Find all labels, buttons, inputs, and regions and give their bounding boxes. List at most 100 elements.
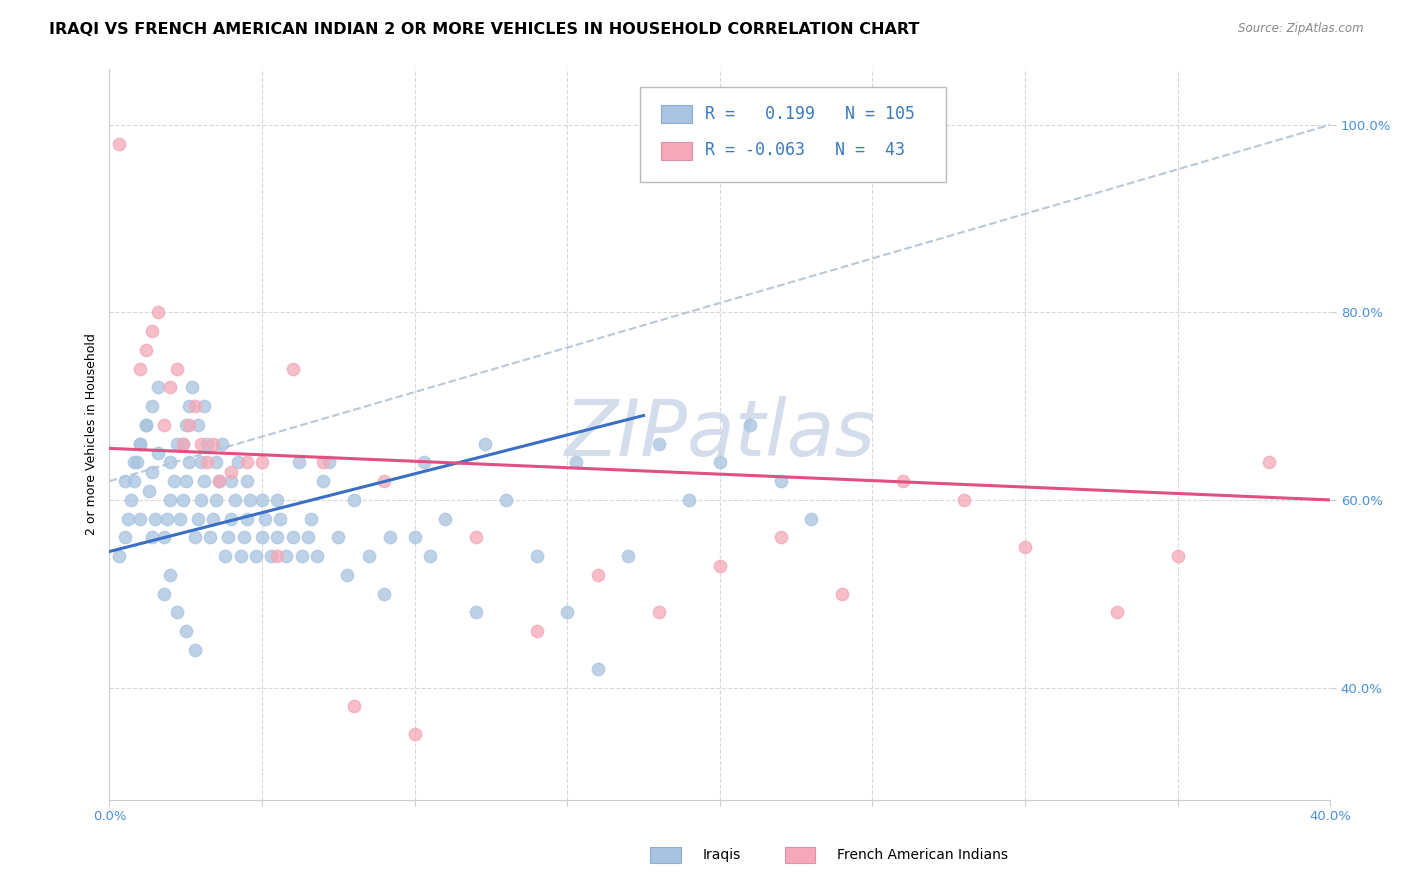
- Point: [174, 624, 197, 639]
- Y-axis label: 2 or more Vehicles in Household: 2 or more Vehicles in Household: [86, 334, 98, 535]
- Point: [526, 549, 548, 564]
- Point: [202, 512, 225, 526]
- Point: [198, 531, 221, 545]
- Point: [419, 549, 441, 564]
- Point: [159, 568, 181, 582]
- Point: [245, 549, 267, 564]
- Point: [107, 136, 129, 151]
- Point: [250, 531, 273, 545]
- Point: [211, 436, 233, 450]
- Point: [153, 531, 176, 545]
- Bar: [785, 847, 815, 863]
- Point: [159, 380, 181, 394]
- Point: [891, 474, 914, 488]
- Point: [187, 512, 209, 526]
- Point: [184, 399, 207, 413]
- Point: [953, 492, 976, 507]
- Point: [373, 474, 395, 488]
- Point: [143, 512, 166, 526]
- FancyBboxPatch shape: [641, 87, 946, 182]
- Point: [224, 492, 246, 507]
- Point: [205, 492, 228, 507]
- Point: [135, 343, 157, 357]
- Point: [184, 531, 207, 545]
- Point: [177, 455, 200, 469]
- Text: ZIPatlas: ZIPatlas: [564, 396, 876, 472]
- Text: French American Indians: French American Indians: [837, 847, 1008, 862]
- Point: [342, 492, 364, 507]
- Point: [373, 587, 395, 601]
- Point: [117, 512, 139, 526]
- Point: [141, 324, 163, 338]
- Point: [177, 399, 200, 413]
- Point: [172, 436, 194, 450]
- Text: IRAQI VS FRENCH AMERICAN INDIAN 2 OR MORE VEHICLES IN HOUSEHOLD CORRELATION CHAR: IRAQI VS FRENCH AMERICAN INDIAN 2 OR MOR…: [49, 22, 920, 37]
- Point: [250, 492, 273, 507]
- Point: [380, 531, 402, 545]
- Point: [193, 399, 215, 413]
- Point: [287, 455, 309, 469]
- Point: [260, 549, 283, 564]
- Point: [229, 549, 252, 564]
- Point: [226, 455, 249, 469]
- Point: [129, 436, 152, 450]
- Point: [648, 606, 671, 620]
- Point: [202, 436, 225, 450]
- Point: [495, 492, 517, 507]
- Point: [172, 492, 194, 507]
- Point: [1381, 512, 1403, 526]
- Point: [526, 624, 548, 639]
- Point: [254, 512, 277, 526]
- Point: [129, 436, 152, 450]
- Point: [122, 474, 145, 488]
- Point: [138, 483, 160, 498]
- Bar: [661, 142, 692, 160]
- Point: [235, 512, 257, 526]
- Point: [648, 436, 671, 450]
- Point: [299, 512, 322, 526]
- Point: [148, 446, 170, 460]
- Point: [709, 558, 731, 573]
- Text: Source: ZipAtlas.com: Source: ZipAtlas.com: [1239, 22, 1364, 36]
- Point: [141, 465, 163, 479]
- Point: [297, 531, 319, 545]
- Point: [678, 492, 700, 507]
- Point: [135, 417, 157, 432]
- Text: R = -0.063   N =  43: R = -0.063 N = 43: [706, 142, 905, 160]
- Point: [114, 531, 136, 545]
- Point: [166, 606, 188, 620]
- Point: [232, 531, 254, 545]
- Point: [586, 568, 609, 582]
- Point: [221, 474, 243, 488]
- Point: [190, 436, 212, 450]
- Point: [190, 455, 212, 469]
- Point: [266, 549, 288, 564]
- Point: [162, 474, 184, 488]
- Point: [318, 455, 340, 469]
- Point: [195, 455, 218, 469]
- Point: [291, 549, 314, 564]
- Point: [114, 474, 136, 488]
- Point: [217, 531, 239, 545]
- Bar: [650, 847, 681, 863]
- Point: [153, 417, 176, 432]
- Point: [148, 380, 170, 394]
- Point: [159, 492, 181, 507]
- Point: [305, 549, 328, 564]
- Point: [1167, 549, 1189, 564]
- Point: [107, 549, 129, 564]
- Point: [208, 474, 231, 488]
- Point: [586, 662, 609, 676]
- Point: [153, 587, 176, 601]
- Point: [156, 512, 179, 526]
- Point: [221, 465, 243, 479]
- Point: [180, 380, 202, 394]
- Point: [404, 727, 426, 741]
- Point: [141, 531, 163, 545]
- Point: [1014, 540, 1036, 554]
- Point: [740, 417, 762, 432]
- Point: [177, 417, 200, 432]
- Point: [221, 512, 243, 526]
- Point: [122, 455, 145, 469]
- Point: [336, 568, 359, 582]
